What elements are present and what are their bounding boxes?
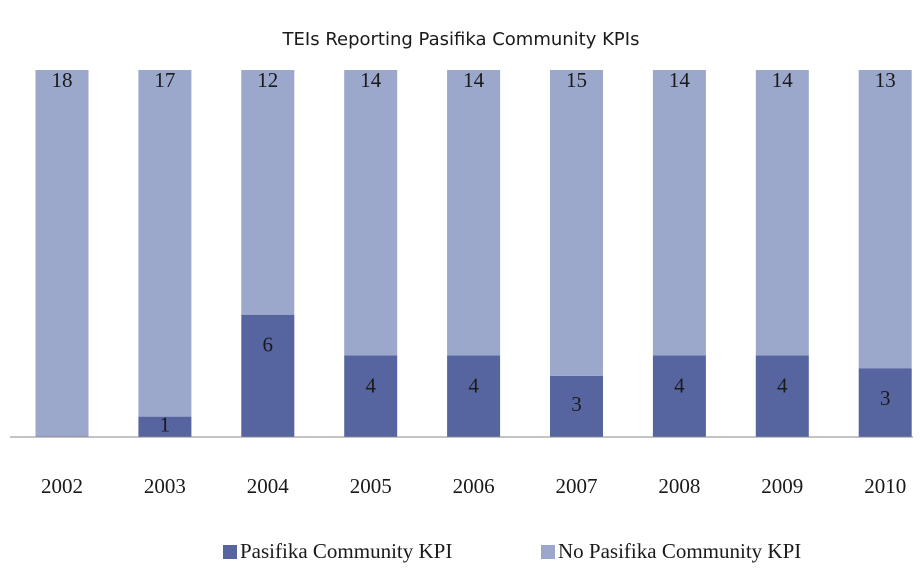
- bar-segment: [755, 355, 809, 437]
- x-tick-label: 2009: [761, 474, 803, 498]
- bar-segment: [447, 355, 501, 437]
- data-label: 3: [571, 392, 582, 416]
- data-label: 14: [772, 68, 794, 92]
- bar-segment: [550, 375, 603, 437]
- legend-swatch: [541, 545, 555, 559]
- data-label: 3: [880, 386, 891, 410]
- bar-segment: [858, 368, 912, 437]
- x-tick-label: 2003: [144, 474, 186, 498]
- x-tick-label: 2007: [556, 474, 598, 498]
- bar-segment: [35, 70, 89, 437]
- x-tick-label: 2010: [864, 474, 906, 498]
- data-label: 15: [566, 68, 587, 92]
- bar-segment: [652, 355, 706, 437]
- x-tick-label: 2008: [658, 474, 700, 498]
- legend-swatch: [223, 545, 237, 559]
- chart-title: TEIs Reporting Pasifika Community KPIs: [282, 29, 640, 50]
- x-tick-label: 2004: [247, 474, 290, 498]
- bar-segment: [241, 314, 295, 437]
- bar-segment: [550, 70, 603, 376]
- data-label: 4: [674, 373, 685, 397]
- bar-segment: [447, 70, 501, 356]
- x-tick-label: 2002: [41, 474, 83, 498]
- data-label: 4: [777, 373, 788, 397]
- data-label: 12: [257, 68, 278, 92]
- bar-segment: [858, 70, 912, 369]
- bar-segment: [138, 416, 192, 437]
- data-label: 4: [365, 373, 376, 397]
- bar-segment: [138, 70, 192, 417]
- bar-segment: [652, 70, 706, 356]
- data-label: 14: [360, 68, 382, 92]
- legend-label: Pasifika Community KPI: [240, 539, 452, 563]
- bar-segment: [241, 70, 295, 315]
- data-label: 18: [52, 68, 73, 92]
- bar-segment: [344, 70, 398, 356]
- x-tick-label: 2006: [453, 474, 495, 498]
- bar-segment: [344, 355, 398, 437]
- data-label: 6: [263, 332, 274, 356]
- data-label: 14: [463, 68, 485, 92]
- data-label: 4: [468, 373, 479, 397]
- data-label: 1: [160, 413, 171, 437]
- data-label: 13: [875, 68, 896, 92]
- data-label: 14: [669, 68, 691, 92]
- legend-label: No Pasifika Community KPI: [558, 539, 801, 563]
- bar-segment: [755, 70, 809, 356]
- data-label: 17: [154, 68, 175, 92]
- x-tick-label: 2005: [350, 474, 392, 498]
